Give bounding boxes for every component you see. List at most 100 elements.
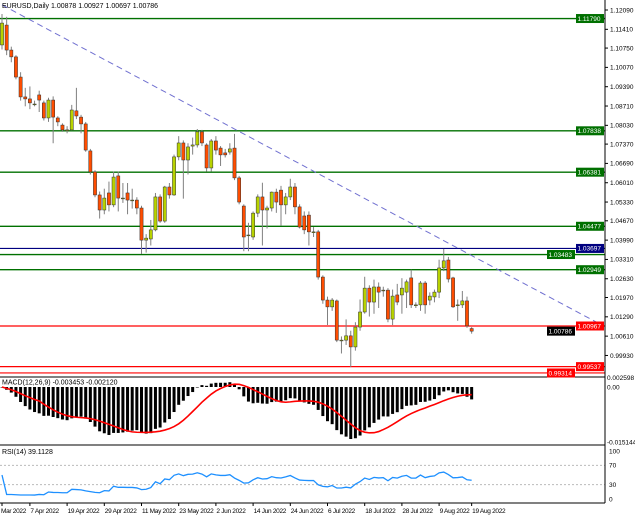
macd-bar [451, 387, 455, 393]
candle-body-bear [218, 147, 223, 156]
price-tick-label: 1.01970 [610, 295, 634, 302]
candle-body-bull [283, 196, 288, 206]
candle-body-bear [395, 294, 400, 303]
candle-body-bear [4, 24, 9, 51]
price-tick-label: 1.00610 [610, 333, 634, 340]
macd-bar [423, 387, 427, 402]
price-tick-label: 0.99930 [610, 353, 634, 360]
macd-bar [302, 387, 306, 403]
candle [465, 296, 469, 328]
macd-bar [437, 387, 441, 396]
candle-body-bear [23, 96, 28, 100]
price-axis[interactable]: 1.12090 1.11410 1.10750 1.10070 1.09390 1.087… [605, 7, 634, 360]
macd-bar [42, 387, 46, 416]
candle [353, 322, 358, 351]
macd-bar [149, 387, 153, 434]
candle-body-bull [111, 176, 116, 206]
candle-body-bear [14, 56, 18, 78]
macd-bar [381, 387, 385, 417]
macd-bar [428, 387, 432, 401]
macd-bar [470, 387, 474, 400]
candle [358, 299, 362, 331]
candle [162, 185, 167, 223]
price-tick-label: 1.08710 [610, 103, 634, 110]
level-badge-label: 1.06381 [578, 169, 602, 176]
candle-body-bull [265, 207, 269, 211]
level-badge [576, 126, 604, 136]
candle-body-bear [321, 276, 325, 301]
candle-body-bear [279, 189, 283, 206]
macd-bar [344, 387, 348, 437]
candle-body-bull [362, 287, 367, 313]
level-badge-label: 1.03697 [578, 246, 602, 253]
candle [316, 229, 321, 280]
date-tick-label: 2 Jun 2022 [216, 508, 246, 515]
candle [339, 336, 344, 354]
candle [158, 194, 162, 223]
macd-bar [395, 387, 399, 413]
price-tick-label: 1.08030 [610, 123, 634, 130]
macd-bar [386, 387, 390, 417]
macd-bar [279, 387, 283, 402]
candle [60, 123, 65, 132]
candle-body-bull [251, 212, 255, 238]
macd-signal-line [1, 383, 472, 434]
candle-body-bull [418, 282, 423, 306]
candle [125, 183, 130, 215]
candle-body-bull [311, 231, 316, 233]
candle-body-bull [427, 295, 432, 301]
level-badge-label: 1.02949 [578, 267, 602, 274]
candle [418, 281, 423, 311]
candle [390, 289, 395, 326]
candle [311, 227, 316, 237]
candle [427, 292, 432, 306]
time-axis[interactable]: Mar 2022 7 Apr 2022 19 Apr 2022 29 Apr 2022… [1, 503, 506, 515]
level-badges: 1.11790 1.07838 1.06381 1.04477 1.03697 1.034… [547, 14, 604, 378]
candle-body-bear [423, 282, 427, 306]
candle [93, 170, 97, 198]
candle [172, 154, 176, 196]
level-badge-label: 0.99314 [549, 370, 573, 377]
macd-bar [144, 387, 148, 434]
candle-body-bull [404, 281, 409, 293]
candle [441, 248, 446, 272]
candle-body-bull [153, 196, 158, 231]
macd-bar [195, 387, 199, 388]
candle-body-bear [200, 131, 204, 144]
candle [176, 136, 181, 161]
candle [395, 283, 400, 306]
macd-bar [158, 387, 162, 428]
candle-body-bull [186, 146, 190, 161]
candle-body-bull [344, 335, 348, 341]
candle-body-bull [441, 260, 446, 269]
candle-body-bear [325, 299, 330, 308]
candle-body-bear [237, 177, 242, 203]
macd-bar [181, 387, 185, 401]
macd-bar [102, 387, 106, 434]
candle [372, 279, 376, 314]
macd-bar [353, 387, 357, 439]
price-tick-label: 1.03310 [610, 257, 634, 264]
macd-bar [116, 387, 120, 433]
macd-bar [460, 387, 464, 394]
candle [42, 100, 46, 121]
candle-body-bear [204, 144, 209, 169]
price-tick-label: 1.07370 [610, 141, 634, 148]
candle-body-bear [37, 94, 42, 101]
candle [121, 183, 125, 203]
macd-bar [400, 387, 404, 410]
candle [79, 114, 83, 134]
macd-bar [265, 387, 269, 404]
candle-body-bear [18, 76, 23, 98]
macd-bar [442, 387, 446, 392]
macd-bar [312, 387, 316, 405]
macd-bar [79, 387, 83, 417]
macd-bar [246, 387, 250, 402]
price-tick-label: 1.02630 [610, 276, 634, 283]
candle [269, 191, 274, 212]
candle-body-bull [255, 196, 260, 214]
candle-body-bear [55, 117, 60, 123]
level-badge-label: 1.03483 [549, 252, 573, 259]
price-tick-label: 1.03990 [610, 237, 634, 244]
